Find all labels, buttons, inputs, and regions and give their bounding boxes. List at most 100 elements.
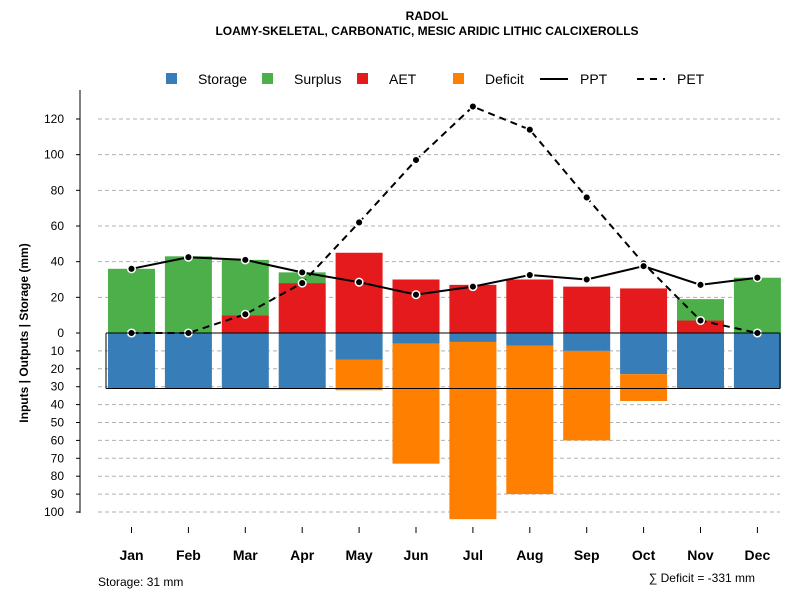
point-pet <box>695 315 706 326</box>
y-tick-label: 20 <box>51 290 65 304</box>
bar-deficit <box>620 374 668 402</box>
chart-title: RADOL <box>406 9 449 23</box>
point-ppt <box>183 252 193 262</box>
point-pet <box>582 192 592 203</box>
bar-surplus <box>108 268 155 333</box>
bar-storage <box>392 333 440 344</box>
x-tick-label: Feb <box>176 547 201 563</box>
y-tick-label: 50 <box>51 416 65 430</box>
bar-storage <box>620 333 668 375</box>
bar-storage <box>108 333 155 389</box>
x-tick-label: Jan <box>119 547 143 563</box>
bar-deficit <box>335 359 383 391</box>
bar-deficit <box>563 350 611 441</box>
y-tick-label: 60 <box>51 219 65 233</box>
x-tick-label: Sep <box>574 547 600 563</box>
y-tick-label: 100 <box>44 148 64 162</box>
point-ppt <box>468 282 478 292</box>
line-pet <box>131 105 758 334</box>
axes: 0 20 40 60 80 100 120 10 20 30 40 50 60 70 80 90 100 Jan F… <box>44 90 781 563</box>
legend-label-pet: PET <box>677 71 705 87</box>
legend-swatch-aet <box>357 73 368 84</box>
y-tick-label: 60 <box>51 433 65 447</box>
y-axis-label: Inputs | Outputs | Storage (mm) <box>17 243 31 422</box>
bar-storage <box>335 333 383 360</box>
series-lines <box>126 101 762 338</box>
point-pet <box>240 309 250 319</box>
legend-label-surplus: Surplus <box>294 71 341 87</box>
bar-aet <box>221 315 269 333</box>
point-ppt <box>411 290 421 300</box>
point-pet <box>525 125 535 135</box>
bar-storage <box>449 333 497 342</box>
bar-aet <box>563 286 611 333</box>
point-pet <box>297 278 307 288</box>
point-ppt <box>525 270 535 280</box>
y-tick-label: 80 <box>51 469 65 483</box>
point-ppt <box>639 261 649 271</box>
legend-swatch-surplus <box>262 73 273 84</box>
x-tick-label: Nov <box>687 547 714 563</box>
point-ppt <box>297 267 307 277</box>
point-ppt <box>126 264 137 274</box>
bars <box>108 252 781 520</box>
x-tick-label: Apr <box>290 547 315 563</box>
point-pet <box>354 217 364 227</box>
legend-swatch-storage <box>166 73 177 84</box>
bar-surplus <box>221 259 269 316</box>
y-tick-label: 40 <box>51 255 65 269</box>
x-tick-label: Mar <box>233 547 258 563</box>
y-tick-label: 0 <box>57 326 64 340</box>
deficit-note: ∑ Deficit = -331 mm <box>649 571 755 585</box>
bar-aet <box>506 279 554 333</box>
bar-surplus <box>677 299 724 321</box>
point-ppt <box>240 255 250 265</box>
y-tick-label: 20 <box>51 362 65 376</box>
bar-aet <box>278 283 326 333</box>
x-tick-label: Aug <box>516 547 543 563</box>
y-tick-label: 30 <box>51 380 65 394</box>
x-tick-label: Jun <box>404 547 429 563</box>
y-tick-label: 90 <box>51 487 65 501</box>
legend-label-deficit: Deficit <box>485 71 524 87</box>
bar-storage <box>506 333 554 346</box>
y-tick-label: 80 <box>51 183 65 197</box>
point-ppt <box>695 280 706 290</box>
x-tick-label: May <box>345 547 372 563</box>
storage-note: Storage: 31 mm <box>98 575 183 589</box>
legend-label-aet: AET <box>389 71 417 87</box>
bar-surplus <box>164 256 212 333</box>
x-tick-label: Jul <box>463 547 483 563</box>
point-ppt <box>582 274 592 285</box>
x-tick-label: Dec <box>745 547 771 563</box>
y-tick-label: 70 <box>51 451 65 465</box>
chart-subtitle: LOAMY-SKELETAL, CARBONATIC, MESIC ARIDIC… <box>215 24 638 38</box>
bar-storage <box>164 333 212 389</box>
y-tick-label: 120 <box>44 112 64 126</box>
legend-label-ppt: PPT <box>580 71 608 87</box>
bar-surplus <box>733 277 781 333</box>
bar-storage <box>563 333 611 351</box>
line-ppt <box>131 256 758 296</box>
y-tick-label: 40 <box>51 398 65 412</box>
bar-deficit <box>392 343 440 464</box>
bar-storage <box>677 333 724 389</box>
y-tick-label: 100 <box>44 505 64 519</box>
point-ppt <box>752 273 762 283</box>
legend: Storage Surplus AET Deficit PPT PET <box>166 71 705 87</box>
y-tick-label: 10 <box>51 344 65 358</box>
point-pet <box>468 101 478 112</box>
bar-aet <box>392 279 440 333</box>
bar-storage <box>221 333 269 389</box>
point-ppt <box>354 277 364 287</box>
bar-storage <box>733 333 781 389</box>
x-tick-label: Oct <box>632 547 656 563</box>
legend-swatch-deficit <box>453 73 464 84</box>
bar-deficit <box>506 345 554 495</box>
legend-label-storage: Storage <box>198 71 247 87</box>
bar-aet <box>335 252 383 333</box>
bar-aet <box>620 288 668 333</box>
bar-surplus <box>278 272 326 284</box>
bar-storage <box>278 333 326 389</box>
